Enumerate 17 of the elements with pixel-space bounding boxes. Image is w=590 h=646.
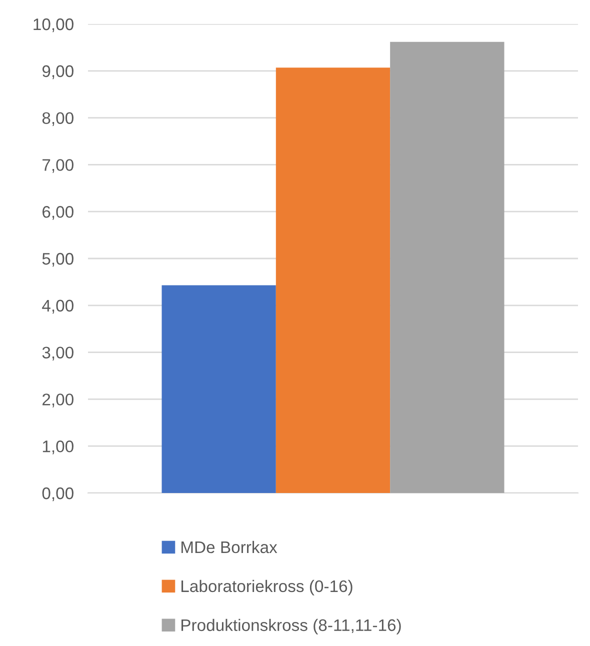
legend-label: Laboratoriekross (0-16) xyxy=(182,580,352,596)
y-tick-label: 10,00 xyxy=(34,18,74,32)
legend-label: Produktionskross (8-11,11-16) xyxy=(182,618,401,634)
bar xyxy=(276,68,390,493)
bar xyxy=(162,285,276,493)
y-tick-label: 6,00 xyxy=(42,206,74,220)
y-tick-label: 8,00 xyxy=(42,112,74,126)
y-tick-label: 3,00 xyxy=(42,346,74,360)
y-tick-label: 2,00 xyxy=(42,394,74,408)
y-tick-label: 4,00 xyxy=(42,300,74,314)
bar xyxy=(390,42,504,493)
y-tick-label: 0,00 xyxy=(42,487,74,502)
legend-label: MDe Borrkax xyxy=(182,540,278,554)
y-tick-label: 7,00 xyxy=(42,159,74,173)
y-tick-label: 9,00 xyxy=(42,65,74,80)
y-tick-label: 1,00 xyxy=(42,440,74,454)
y-tick-label: 5,00 xyxy=(42,252,74,267)
